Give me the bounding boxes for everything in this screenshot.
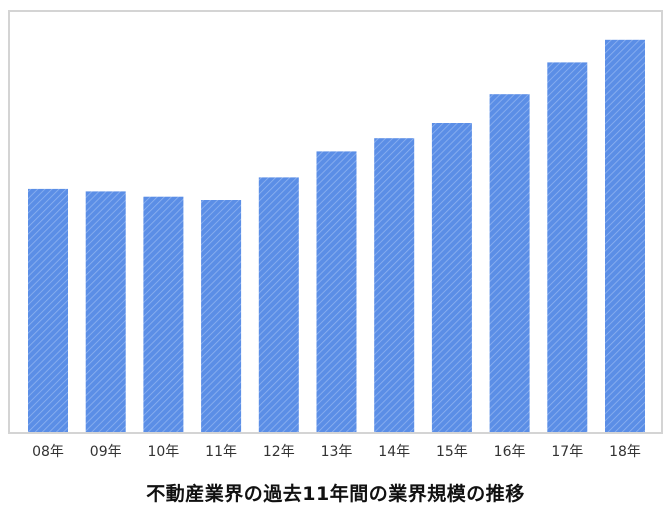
x-tick-label: 11年 <box>205 444 237 460</box>
chart-title: 不動産業界の過去11年間の業界規模の推移 <box>146 483 525 505</box>
x-tick-label: 17年 <box>551 444 583 460</box>
bar-09年 <box>85 191 126 432</box>
x-tick-label: 09年 <box>90 444 122 460</box>
x-tick-label: 13年 <box>321 444 353 460</box>
bar-15年 <box>431 123 472 432</box>
x-tick-label: 08年 <box>32 444 64 460</box>
bar-14年 <box>374 138 415 432</box>
bar-11年 <box>201 200 242 432</box>
x-tick-labels: 08年 09年 10年 11年 12年 13年 14年 15年 16年 17年 18年 <box>32 444 641 460</box>
x-tick-label: 10年 <box>147 444 179 460</box>
bar-08年 <box>28 188 68 432</box>
bar-12年 <box>258 177 299 432</box>
bar-13年 <box>316 151 357 432</box>
bar-18年 <box>605 39 645 433</box>
bar-17年 <box>547 62 588 433</box>
x-tick-label: 18年 <box>609 444 641 460</box>
bar-10年 <box>143 196 184 432</box>
x-tick-label: 16年 <box>494 444 526 460</box>
x-tick-label: 12年 <box>263 444 295 460</box>
x-tick-label: 14年 <box>378 444 410 460</box>
bar-16年 <box>489 94 530 432</box>
x-tick-label: 15年 <box>436 444 468 460</box>
bars-group <box>28 39 645 433</box>
